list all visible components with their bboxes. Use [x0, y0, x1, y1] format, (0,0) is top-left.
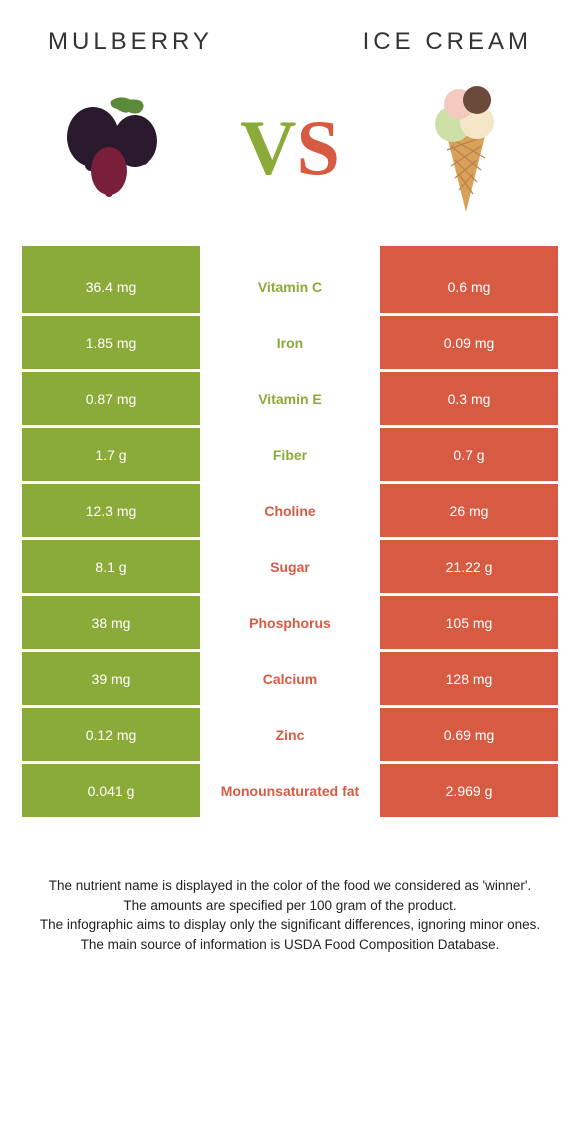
cell-nutrient-label: Zinc — [200, 708, 380, 761]
cell-left-value: 0.041 g — [22, 764, 200, 817]
table-row: 8.1 gSugar21.22 g — [22, 540, 558, 596]
table-header — [22, 246, 558, 260]
cell-nutrient-label: Vitamin E — [200, 372, 380, 425]
cell-right-value: 0.6 mg — [380, 260, 558, 313]
cell-right-value: 2.969 g — [380, 764, 558, 817]
table-row: 0.87 mgVitamin E0.3 mg — [22, 372, 558, 428]
cell-right-value: 105 mg — [380, 596, 558, 649]
cell-left-value: 0.12 mg — [22, 708, 200, 761]
cell-nutrient-label: Vitamin C — [200, 260, 380, 313]
table-row: 0.12 mgZinc0.69 mg — [22, 708, 558, 764]
cell-right-value: 128 mg — [380, 652, 558, 705]
cell-nutrient-label: Monounsaturated fat — [200, 764, 380, 817]
footnote-line: The nutrient name is displayed in the co… — [36, 876, 544, 896]
cell-nutrient-label: Phosphorus — [200, 596, 380, 649]
cell-left-value: 1.7 g — [22, 428, 200, 481]
footnote-line: The infographic aims to display only the… — [36, 915, 544, 935]
vs-row: VS — [0, 56, 580, 228]
header: Mulberry Ice cream — [0, 0, 580, 56]
table-row: 36.4 mgVitamin C0.6 mg — [22, 260, 558, 316]
cell-left-value: 38 mg — [22, 596, 200, 649]
footnote-line: The main source of information is USDA F… — [36, 935, 544, 955]
table-row: 38 mgPhosphorus105 mg — [22, 596, 558, 652]
title-right: Ice cream — [363, 28, 532, 56]
table-row: 39 mgCalcium128 mg — [22, 652, 558, 708]
cell-right-value: 0.69 mg — [380, 708, 558, 761]
cell-right-value: 21.22 g — [380, 540, 558, 593]
cell-nutrient-label: Iron — [200, 316, 380, 369]
cell-left-value: 39 mg — [22, 652, 200, 705]
mulberry-image — [44, 78, 184, 218]
icecream-image — [396, 78, 536, 218]
cell-nutrient-label: Choline — [200, 484, 380, 537]
header-right-bar — [380, 246, 558, 260]
cell-right-value: 0.3 mg — [380, 372, 558, 425]
cell-right-value: 0.7 g — [380, 428, 558, 481]
cell-nutrient-label: Calcium — [200, 652, 380, 705]
cell-right-value: 0.09 mg — [380, 316, 558, 369]
table-row: 0.041 gMonounsaturated fat2.969 g — [22, 764, 558, 820]
title-left: Mulberry — [48, 28, 213, 56]
cell-nutrient-label: Sugar — [200, 540, 380, 593]
table-row: 1.7 gFiber0.7 g — [22, 428, 558, 484]
footnote-line: The amounts are specified per 100 gram o… — [36, 896, 544, 916]
table-row: 12.3 mgCholine26 mg — [22, 484, 558, 540]
header-left-bar — [22, 246, 200, 260]
vs-label: VS — [240, 103, 340, 193]
cell-right-value: 26 mg — [380, 484, 558, 537]
cell-left-value: 0.87 mg — [22, 372, 200, 425]
comparison-table: 36.4 mgVitamin C0.6 mg1.85 mgIron0.09 mg… — [22, 246, 558, 820]
cell-left-value: 36.4 mg — [22, 260, 200, 313]
cell-left-value: 8.1 g — [22, 540, 200, 593]
vs-v: V — [240, 104, 296, 191]
cell-left-value: 1.85 mg — [22, 316, 200, 369]
cell-left-value: 12.3 mg — [22, 484, 200, 537]
vs-s: S — [296, 104, 339, 191]
cell-nutrient-label: Fiber — [200, 428, 380, 481]
rows-container: 36.4 mgVitamin C0.6 mg1.85 mgIron0.09 mg… — [22, 260, 558, 820]
footnotes: The nutrient name is displayed in the co… — [36, 876, 544, 954]
table-row: 1.85 mgIron0.09 mg — [22, 316, 558, 372]
